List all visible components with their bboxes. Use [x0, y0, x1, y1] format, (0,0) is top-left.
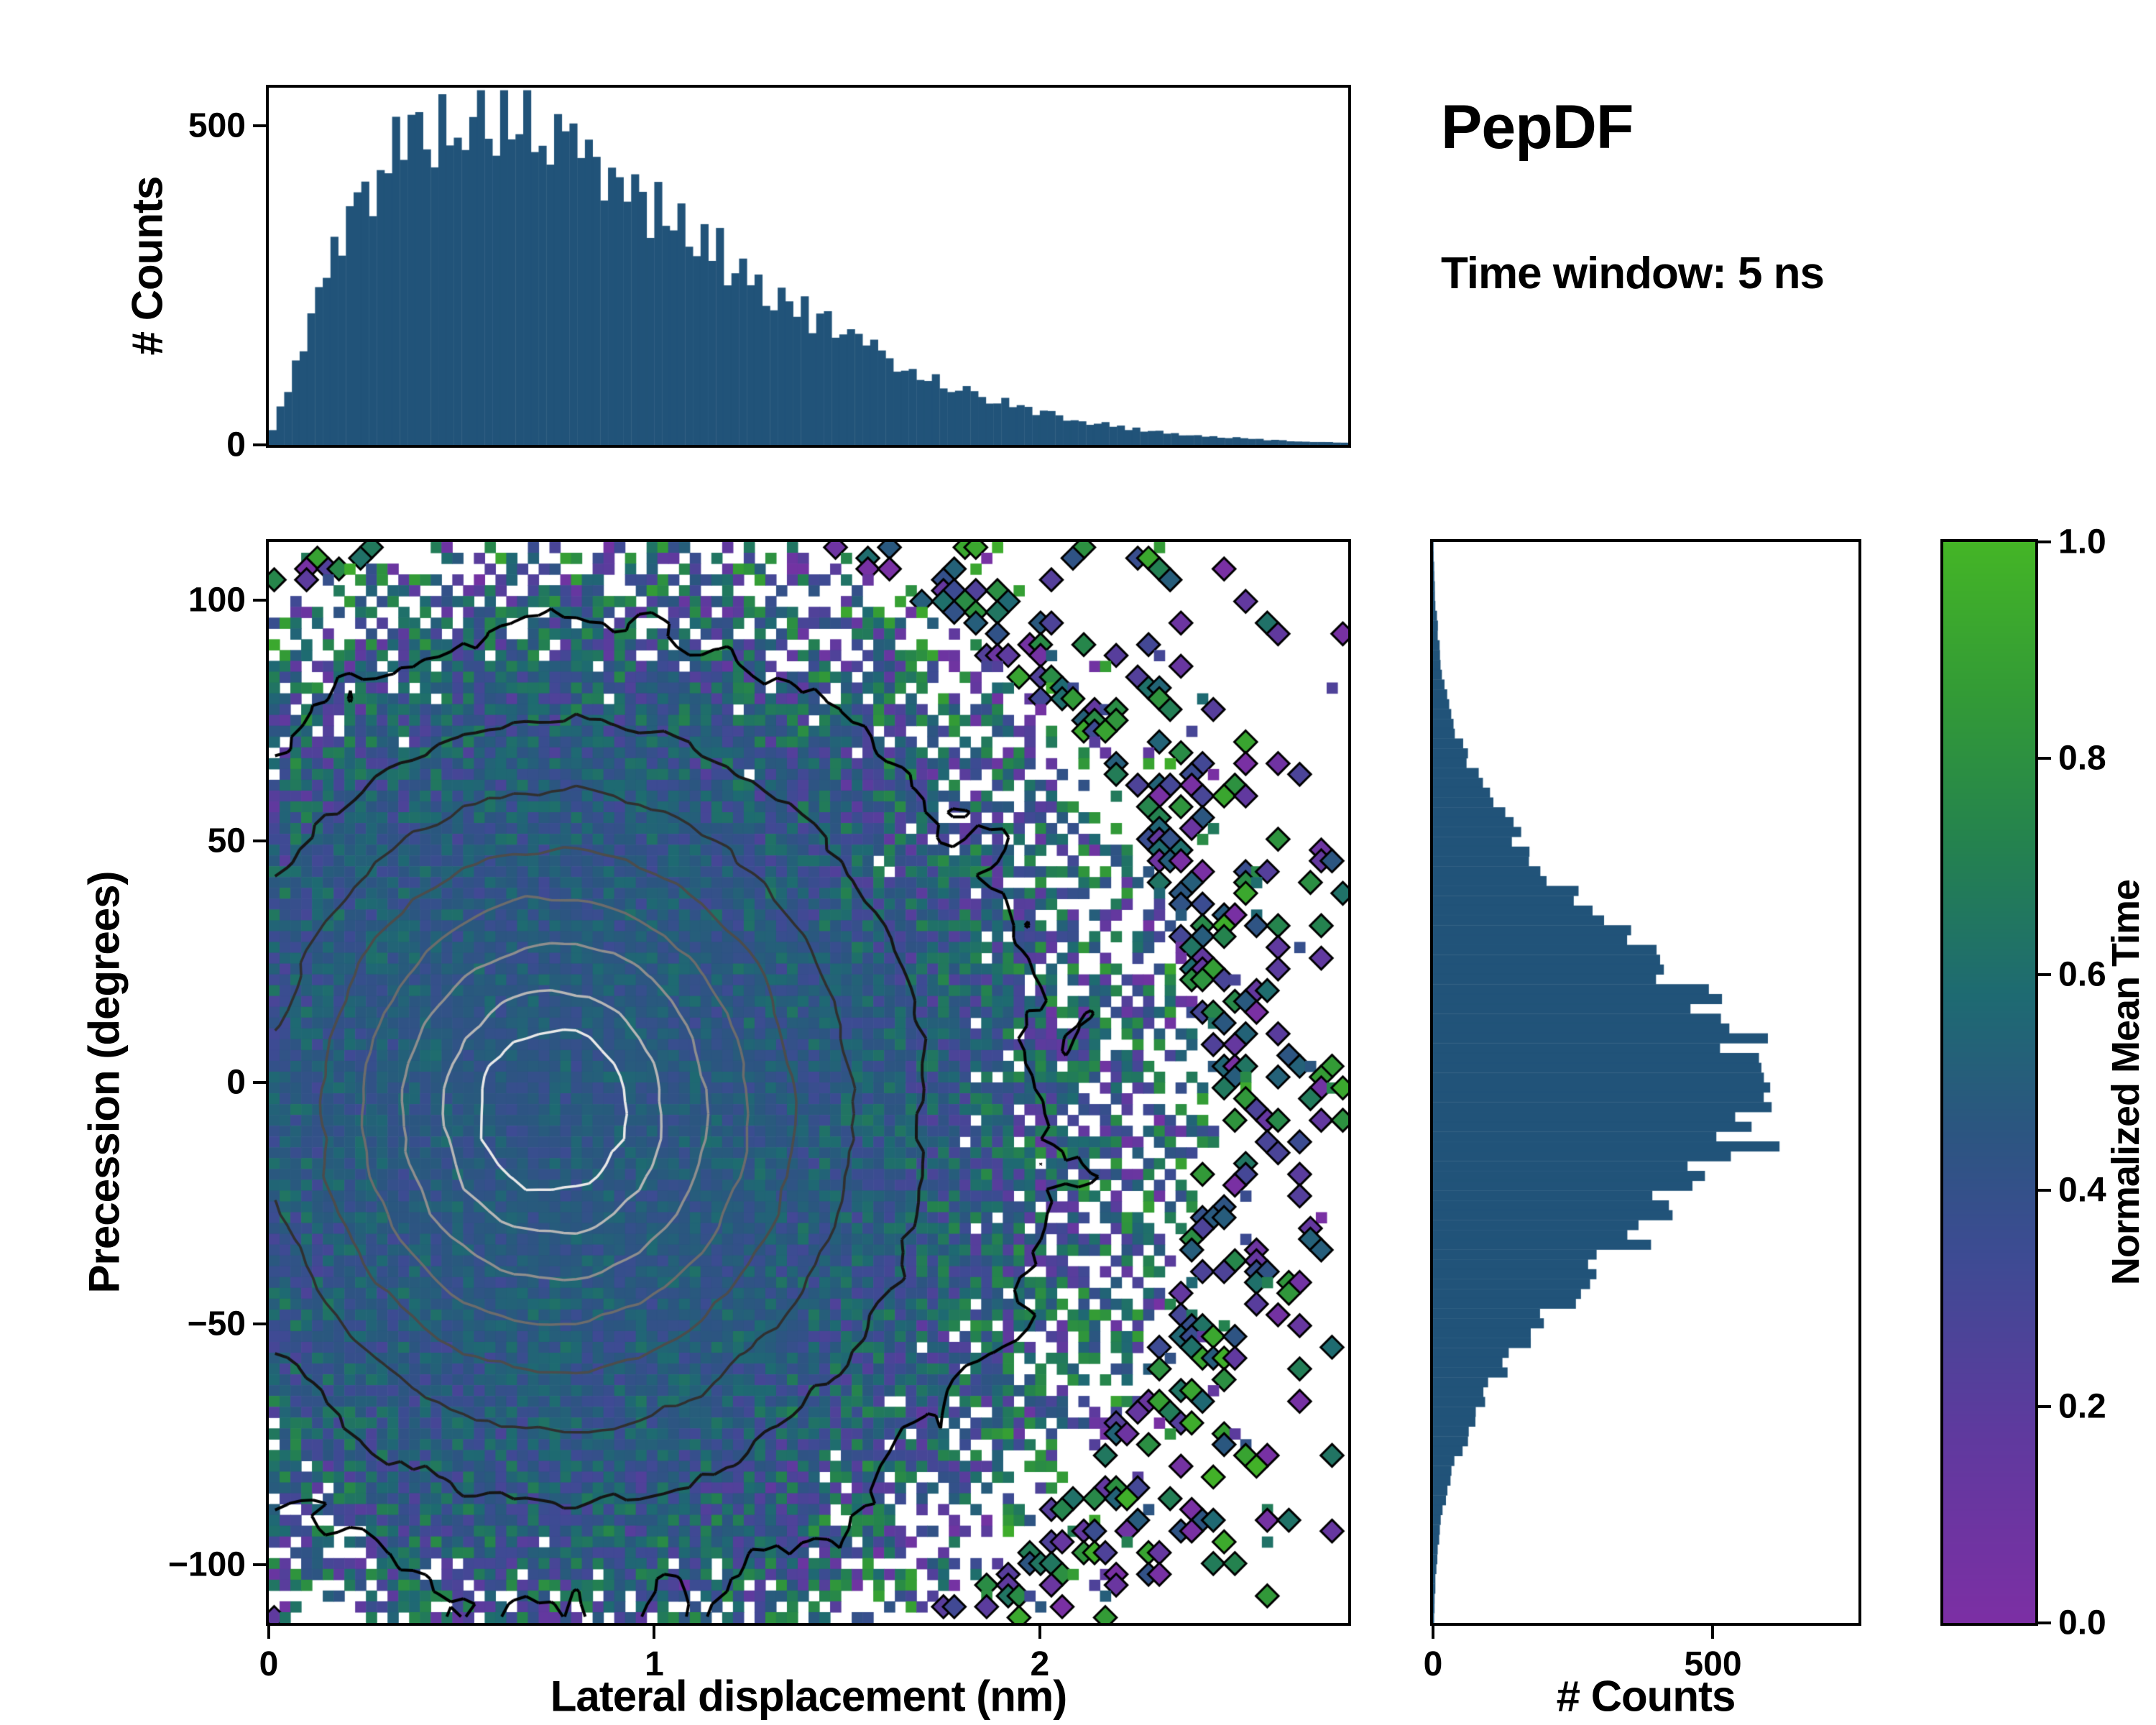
top-hist-ytick-label: 500: [188, 106, 246, 145]
right-histogram-canvas: [1433, 542, 1858, 1623]
tick-mark: [2038, 972, 2051, 976]
top-histogram-canvas: [269, 88, 1348, 445]
tick-mark: [2038, 756, 2051, 760]
tick-mark: [1038, 1626, 1041, 1639]
tick-mark: [1432, 1626, 1434, 1639]
colorbar: [1940, 539, 2038, 1626]
right-histogram-panel: [1430, 539, 1861, 1626]
top-hist-ytick-label: 0: [226, 426, 246, 464]
main-ytick-label: −50: [187, 1305, 246, 1343]
main-ytick-label: 0: [226, 1063, 246, 1102]
heatmap-canvas: [269, 542, 1348, 1623]
colorbar-canvas: [1943, 542, 2035, 1623]
tick-mark: [253, 840, 266, 843]
colorbar-tick-label: 0.6: [2058, 955, 2106, 994]
time-window-annotation: Time window: 5 ns: [1441, 249, 1825, 298]
colorbar-tick-label: 0.2: [2058, 1387, 2106, 1426]
colorbar-label: Normalized Mean Time: [2104, 879, 2147, 1286]
main-xtick-label: 1: [645, 1645, 664, 1683]
tick-mark: [1711, 1626, 1715, 1639]
tick-mark: [253, 443, 266, 446]
main-ytick-label: 100: [188, 581, 246, 620]
tick-mark: [253, 1563, 266, 1567]
tick-mark: [2038, 1405, 2051, 1409]
tick-mark: [653, 1626, 656, 1639]
tick-mark: [253, 1081, 266, 1084]
colorbar-tick-label: 0.0: [2058, 1604, 2106, 1642]
precession-axis-label: Precession (degrees): [80, 871, 129, 1294]
chart-title: PepDF: [1441, 93, 1634, 162]
colorbar-tick-label: 0.8: [2058, 739, 2106, 778]
tick-mark: [253, 124, 266, 128]
right-hist-xtick-label: 0: [1423, 1645, 1443, 1683]
tick-mark: [2038, 1622, 2051, 1624]
tick-mark: [253, 1322, 266, 1325]
lateral-displacement-axis-label: Lateral displacement (nm): [550, 1672, 1068, 1721]
main-xtick-label: 2: [1030, 1645, 1050, 1683]
colorbar-tick-label: 0.4: [2058, 1171, 2106, 1210]
right-hist-xtick-label: 500: [1684, 1645, 1742, 1683]
tick-mark: [2038, 540, 2051, 543]
colorbar-tick-label: 1.0: [2058, 523, 2106, 561]
heatmap-panel: [266, 539, 1351, 1626]
tick-mark: [253, 598, 266, 602]
main-ytick-label: −100: [167, 1545, 246, 1584]
tick-mark: [2038, 1189, 2051, 1192]
right-hist-x-axis-label: # Counts: [1556, 1672, 1736, 1721]
top-histogram-panel: [266, 85, 1351, 448]
main-xtick-label: 0: [259, 1645, 279, 1683]
top-hist-y-axis-label: # Counts: [123, 176, 172, 356]
main-ytick-label: 50: [207, 822, 246, 860]
tick-mark: [267, 1626, 270, 1639]
